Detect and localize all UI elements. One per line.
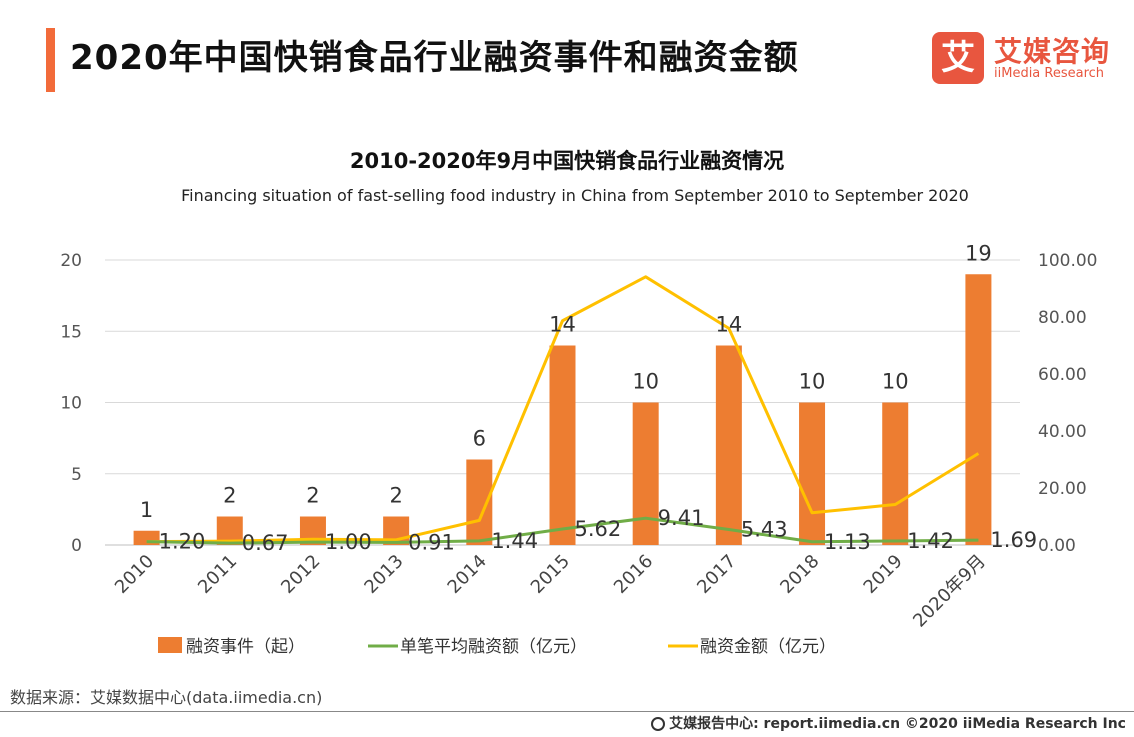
logo-name-en: iiMedia Research	[994, 66, 1105, 81]
y-left-tick-label: 15	[60, 322, 82, 342]
bar	[715, 345, 742, 545]
bar-data-label: 10	[882, 370, 909, 394]
y-right-tick-label: 80.00	[1038, 308, 1087, 328]
x-tick-label: 2013	[360, 551, 407, 598]
x-tick-label: 2011	[194, 551, 241, 598]
legend-label: 融资金额（亿元）	[700, 637, 836, 657]
y-right-tick-label: 40.00	[1038, 422, 1087, 442]
bar-data-label: 2	[306, 484, 319, 508]
line-data-label: 1.44	[491, 529, 538, 553]
logo-name-cn: 艾媒咨询	[994, 35, 1111, 68]
globe-icon	[651, 717, 666, 731]
y-left-tick-label: 10	[60, 394, 82, 414]
legend-label: 融资事件（起）	[186, 637, 305, 657]
y-right-tick-label: 0.00	[1038, 536, 1076, 556]
logo-mark: 艾	[932, 32, 984, 84]
line-data-label: 0.67	[242, 531, 289, 555]
y-right-tick-label: 60.00	[1038, 365, 1087, 385]
y-left-tick-label: 0	[71, 536, 82, 556]
line-data-label: 1.69	[990, 528, 1037, 552]
bar-data-label: 6	[473, 427, 486, 451]
copyright-text: 艾媒报告中心: report.iimedia.cn ©2020 iiMedia …	[669, 716, 1126, 732]
data-source: 数据来源：艾媒数据中心(data.iimedia.cn)	[10, 688, 323, 707]
series-line-amount	[146, 275, 980, 544]
x-tick-label: 2017	[693, 551, 740, 598]
x-tick-label: 2020年9月	[909, 551, 990, 632]
bar	[632, 402, 659, 545]
bar	[882, 402, 909, 545]
bar-data-label: 10	[799, 370, 826, 394]
bar	[799, 402, 826, 545]
y-right-tick-label: 20.00	[1038, 479, 1087, 499]
line-data-label: 1.42	[907, 529, 954, 553]
y-right-tick-label: 100.00	[1038, 251, 1097, 271]
bar-data-label: 1	[140, 498, 153, 522]
x-tick-label: 2010	[111, 551, 158, 598]
line-data-label: 5.62	[575, 517, 622, 541]
bar	[965, 274, 992, 545]
bar-data-label: 14	[549, 313, 576, 337]
line-data-label: 1.13	[824, 530, 871, 554]
x-tick-label: 2016	[610, 551, 657, 598]
chart-title: 2010-2020年9月中国快销食品行业融资情况	[349, 149, 785, 173]
y-left-tick-label: 5	[71, 465, 82, 485]
x-tick-label: 2019	[860, 551, 907, 598]
iimedia-logo: 艾 艾媒咨询 iiMedia Research	[932, 30, 1122, 90]
chart-subtitle: Financing situation of fast-selling food…	[181, 186, 969, 205]
combo-chart: 0 5 10 15 20 0.00 20.00 40.00 60.00 80.00 100.00 1 2…	[60, 241, 1097, 657]
bar-data-label: 10	[632, 370, 659, 394]
bar-data-label: 19	[965, 241, 992, 265]
bar-data-label: 14	[715, 313, 742, 337]
footer-divider	[0, 711, 1134, 712]
bar-data-label: 2	[223, 484, 236, 508]
bar-data-label: 2	[389, 484, 402, 508]
line-data-label: 0.91	[408, 530, 455, 554]
line-data-label: 1.20	[159, 530, 206, 554]
title-accent-bar	[46, 28, 55, 92]
x-tick-label: 2012	[277, 551, 324, 598]
series-line-average	[146, 516, 979, 545]
bar	[549, 345, 576, 545]
line-data-label: 9.41	[658, 506, 705, 530]
x-tick-label: 2018	[776, 551, 823, 598]
x-tick-label: 2015	[527, 551, 574, 598]
y-left-tick-label: 20	[60, 251, 82, 271]
legend-swatch-bar	[158, 637, 182, 653]
footer-copyright: 艾媒报告中心: report.iimedia.cn ©2020 iiMedia …	[651, 713, 1126, 733]
x-tick-label: 2014	[444, 551, 491, 598]
page-title: 2020年中国快销食品行业融资事件和融资金额	[70, 38, 799, 78]
line-data-label: 1.00	[325, 530, 372, 554]
legend-label: 单笔平均融资额（亿元）	[400, 637, 587, 657]
line-data-label: 5.43	[741, 518, 788, 542]
